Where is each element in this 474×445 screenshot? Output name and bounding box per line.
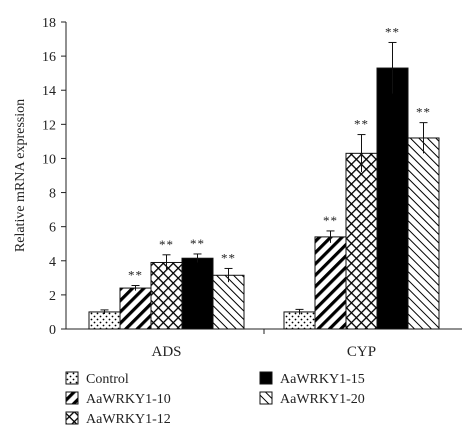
bar-aawrky1-10-ads — [119, 287, 152, 330]
legend-swatch — [65, 411, 79, 425]
y-tick-label: 14 — [42, 84, 56, 99]
bar-aawrky1-12-ads — [150, 261, 183, 330]
y-tick-label: 6 — [49, 221, 56, 236]
y-tick-label: 16 — [42, 50, 56, 65]
legend-swatch — [259, 391, 273, 405]
axes: 0 2 4 6 8 10 12 14 16 18 Relative mRNA expression — [13, 16, 462, 338]
legend: Control AaWRKY1-10 AaWRKY1-12 AaWRKY1-15 AaW… — [65, 371, 365, 427]
bar-aawrky1-12-cyp — [345, 152, 378, 330]
y-tick-label: 18 — [42, 16, 56, 31]
significance-label: ** — [159, 237, 174, 252]
bar-aawrky1-15-cyp — [376, 67, 409, 330]
x-category-label: ADS — [151, 344, 181, 360]
bars: ** ** ** ** ADS ** ** ** ** CYP — [88, 24, 440, 360]
significance-label: ** — [323, 213, 338, 228]
y-tick-label: 0 — [49, 323, 56, 338]
y-tick-label: 4 — [49, 255, 56, 270]
bar-control-ads — [88, 311, 121, 330]
y-tick-label: 8 — [49, 187, 56, 202]
legend-swatch — [65, 371, 79, 385]
bar-aawrky1-15-ads — [181, 257, 214, 330]
legend-label: AaWRKY1-20 — [280, 392, 365, 407]
legend-swatch — [65, 391, 79, 405]
y-tick-label: 2 — [49, 289, 56, 304]
legend-label: AaWRKY1-10 — [86, 392, 171, 407]
y-axis-label: Relative mRNA expression — [13, 99, 28, 252]
significance-label: ** — [416, 105, 431, 120]
significance-label: ** — [354, 117, 369, 132]
legend-swatch — [259, 371, 273, 385]
significance-label: ** — [190, 236, 205, 251]
y-tick-label: 12 — [42, 118, 56, 133]
legend-label: AaWRKY1-15 — [280, 372, 365, 387]
significance-label: ** — [385, 24, 400, 39]
bar-aawrky1-20-ads — [212, 274, 245, 330]
significance-label: ** — [128, 268, 143, 283]
y-tick-label: 10 — [42, 152, 56, 167]
x-category-label: CYP — [347, 344, 376, 360]
legend-label: AaWRKY1-12 — [86, 412, 171, 427]
legend-label: Control — [86, 372, 129, 387]
bar-aawrky1-10-cyp — [314, 236, 347, 330]
bar-aawrky1-20-cyp — [407, 137, 440, 330]
significance-label: ** — [221, 250, 236, 265]
